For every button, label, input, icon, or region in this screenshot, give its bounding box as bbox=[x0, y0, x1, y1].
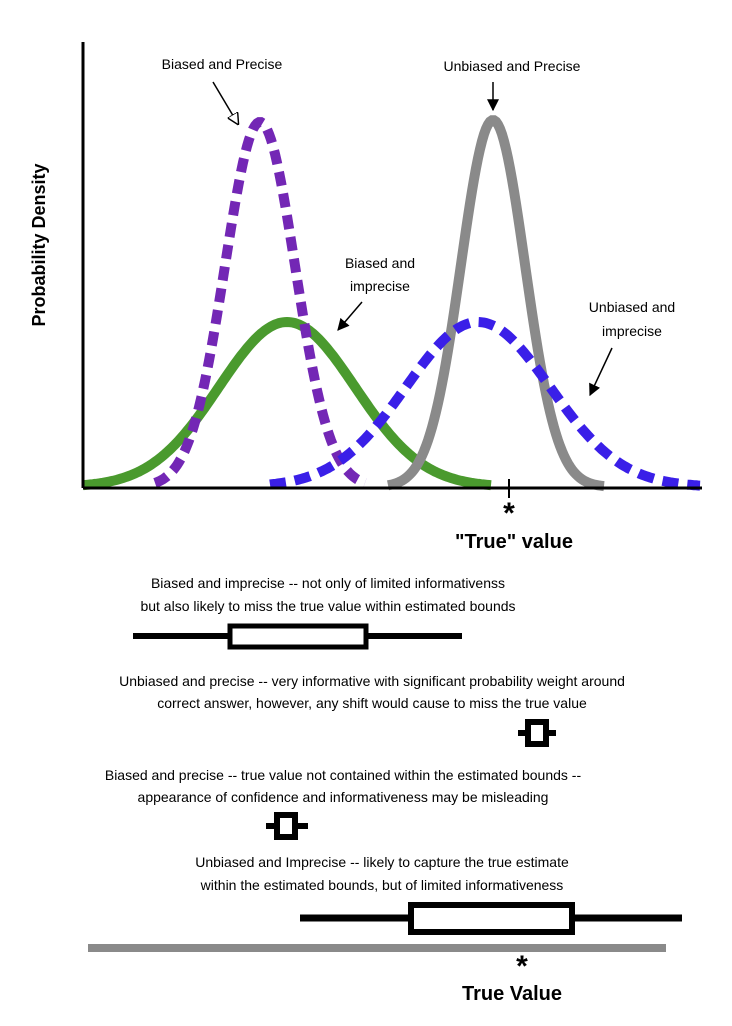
box bbox=[274, 812, 298, 840]
annotation: Biased and bbox=[345, 255, 415, 271]
description: but also likely to miss the true value w… bbox=[140, 598, 515, 614]
description: Unbiased and precise -- very informative… bbox=[119, 673, 625, 689]
description: within the estimated bounds, but of limi… bbox=[200, 877, 564, 893]
description: appearance of confidence and informative… bbox=[138, 789, 549, 805]
annotation: Biased and Precise bbox=[162, 56, 283, 72]
true-label: True Value bbox=[462, 983, 562, 1005]
y-axis-label: Probability Density bbox=[29, 163, 49, 326]
density-curve bbox=[387, 115, 605, 492]
annotation: imprecise bbox=[350, 278, 410, 294]
density-curve bbox=[82, 316, 492, 491]
true-marker: * bbox=[516, 950, 528, 983]
description: Biased and precise -- true value not con… bbox=[105, 767, 582, 783]
description: correct answer, however, any shift would… bbox=[157, 695, 587, 711]
box bbox=[525, 719, 549, 747]
box bbox=[408, 902, 575, 935]
arrow bbox=[212, 81, 238, 124]
annotation: Unbiased and Precise bbox=[444, 58, 581, 74]
true-marker: * bbox=[503, 497, 515, 530]
description: Biased and imprecise -- not only of limi… bbox=[151, 575, 505, 591]
box bbox=[227, 623, 369, 650]
curves bbox=[82, 115, 701, 492]
density-curve bbox=[153, 117, 367, 488]
arrow bbox=[589, 347, 613, 397]
true-label: "True" value bbox=[455, 531, 573, 553]
annotation: Unbiased and bbox=[589, 299, 675, 315]
description: Unbiased and Imprecise -- likely to capt… bbox=[195, 854, 569, 870]
annotation: imprecise bbox=[602, 323, 662, 339]
arrow bbox=[337, 301, 363, 331]
density-curve bbox=[269, 316, 701, 491]
